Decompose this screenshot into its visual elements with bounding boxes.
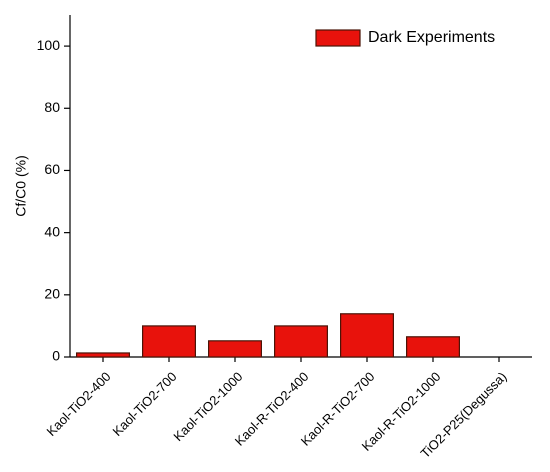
legend-label: Dark Experiments [368, 29, 495, 46]
x-tick-label: Kaol-TiO2-700 [110, 369, 180, 439]
y-tick-label: 20 [44, 286, 60, 302]
x-tick-label: Kaol-TiO2-1000 [170, 369, 245, 444]
bar [208, 340, 263, 358]
bar [75, 352, 130, 358]
y-tick-label: 0 [52, 348, 60, 364]
x-tick-label: Kaol-TiO2-400 [44, 369, 114, 439]
y-axis-label: Cf/C0 (%) [13, 155, 29, 216]
y-tick-label: 60 [44, 161, 60, 177]
y-tick-label: 100 [37, 37, 61, 53]
bar [406, 336, 461, 358]
bar [274, 325, 329, 358]
bar [340, 313, 395, 358]
bar [142, 325, 197, 358]
y-tick-label: 80 [44, 99, 60, 115]
y-tick-label: 40 [44, 223, 60, 239]
legend-swatch [315, 29, 361, 47]
